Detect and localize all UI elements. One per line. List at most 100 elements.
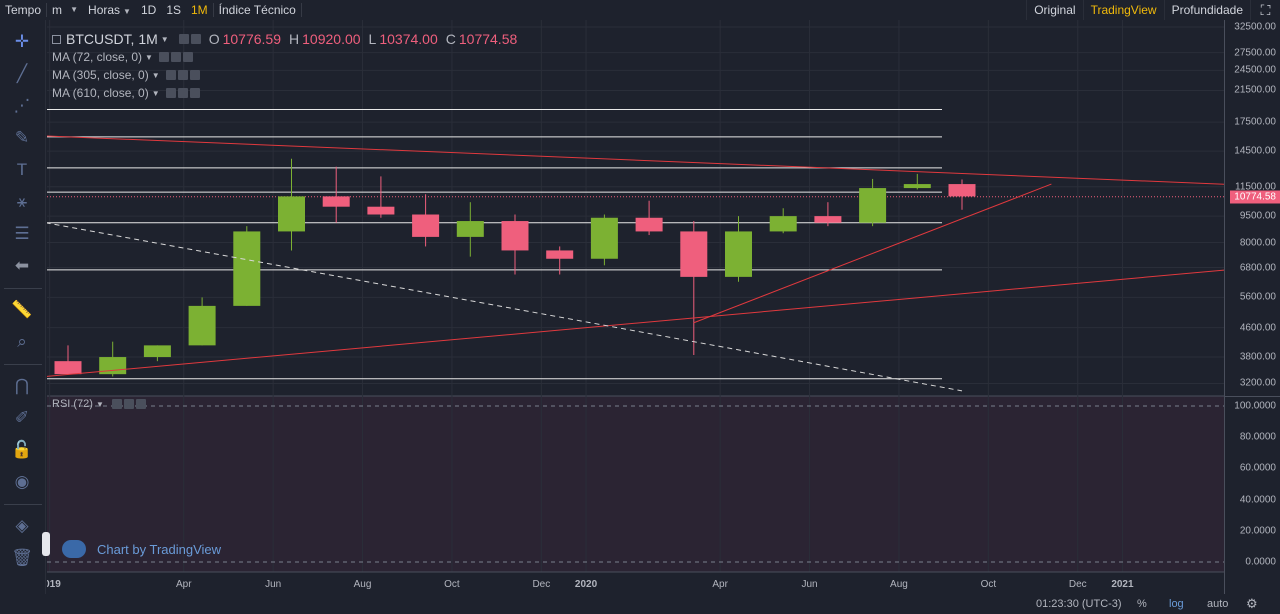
view-original-tab[interactable]: Original [1026,0,1082,20]
price-scale[interactable]: 32500.00 27500.00 24500.00 21500.00 17500.00… [1224,20,1280,594]
close-icon[interactable] [189,70,200,80]
percent-scale-toggle[interactable]: % [1137,598,1147,610]
visibility-icon[interactable] [190,34,201,44]
ma-legend-row[interactable]: MA (72, close, 0) ▼ [52,48,517,66]
price-tick-label: 27500.00 [1234,47,1276,59]
rsi-pane-background [47,396,1224,572]
price-tick-label: 14500.00 [1234,145,1276,157]
ma-legend-row[interactable]: MA (305, close, 0) ▼ [52,66,517,84]
time-axis-label: Jun [265,579,281,590]
time-axis-label: Apr [176,579,192,590]
branding-text: Chart by TradingView [97,541,222,557]
log-scale-toggle[interactable]: log [1169,598,1184,610]
price-chart[interactable]: 2019 Apr Jun Aug Oct Dec 2020 Apr Jun Aug Oct Dec 20… [47,20,1224,614]
candle-body [233,231,261,306]
close-icon[interactable] [182,52,193,62]
interval-1s-button[interactable]: 1S [166,3,181,17]
settings-icon[interactable] [178,34,189,44]
red-trendline [693,183,1052,324]
status-bar: 01:23:30 (UTC-3) % log auto ⚙ [0,594,1280,614]
text-tool-icon[interactable]: T [16,160,28,179]
time-axis-label: 2020 [575,579,598,590]
auto-scale-toggle[interactable]: auto [1207,598,1229,610]
divider [4,288,42,289]
price-tick-label: 4600.00 [1239,322,1276,334]
visibility-icon[interactable] [177,70,188,80]
time-axis-label: Aug [890,579,908,590]
dashed-trendline [47,222,963,392]
red-trendline [47,135,1224,185]
chart-legend: BTCUSDT, 1M ▼ O 10776.59 H 10920.00 L 10374.… [52,30,517,102]
close-icon[interactable] [135,399,146,409]
brush-tool-icon[interactable]: ✎ [14,128,30,147]
crosshair-icon[interactable]: ✛ [14,32,30,51]
settings-icon[interactable]: ⚙ [1246,596,1258,611]
settings-icon[interactable] [165,88,176,98]
interval-1d-button[interactable]: 1D [140,3,157,17]
candle-body [501,221,529,251]
scale-divider [1225,396,1280,397]
prediction-tool-icon[interactable]: ☰ [14,224,30,243]
trash-icon[interactable]: 🗑 [11,548,33,567]
ma-legend-row[interactable]: MA (610, close, 0) ▼ [52,84,517,102]
back-arrow-icon[interactable]: ⬅ [14,256,30,275]
clock-display[interactable]: 01:23:30 (UTC-3) [1036,598,1122,610]
fib-tool-icon[interactable]: ⋰ [13,96,31,115]
low-label: L [368,31,377,47]
symbol-name[interactable]: BTCUSDT, 1M [66,31,158,47]
pattern-tool-icon[interactable]: ⚹ [16,192,28,211]
price-tick-label: 32500.00 [1234,21,1276,33]
lock-icon[interactable]: 🔓 [11,440,33,459]
rsi-tick-label: 100.0000 [1234,400,1276,412]
chevron-down-icon[interactable]: ▼ [95,399,104,409]
ruler-icon[interactable]: 📏 [11,300,33,319]
hours-select[interactable]: Horas ▼ [83,0,136,20]
magnet-icon[interactable]: ⋂ [15,376,29,395]
collapse-icon[interactable] [52,34,61,44]
candle-body [278,196,305,232]
rsi-legend[interactable]: RSI (72) ▼ [52,398,146,410]
panel-splitter-handle[interactable] [42,532,50,556]
candle-body [546,250,574,259]
current-price-label: 10774.58 [1230,190,1280,204]
trendline-tool-icon[interactable]: ╱ [16,64,28,83]
settings-icon[interactable] [165,70,176,80]
layers-icon[interactable]: ◈ [15,516,29,535]
visibility-icon[interactable] [170,52,181,62]
chevron-down-icon[interactable]: ▼ [145,52,153,62]
high-value: 10920.00 [302,31,361,47]
interval-1m-button[interactable]: 1M [191,3,208,17]
chevron-down-icon[interactable]: ▼ [151,88,160,98]
candle-body [143,345,171,358]
price-tick-label: 3200.00 [1239,377,1276,389]
settings-icon[interactable] [158,52,169,62]
view-switcher: Original TradingView Profundidade ⛶ [1026,0,1280,20]
visibility-icon[interactable] [123,399,134,409]
price-tick-label: 9500.00 [1239,210,1276,222]
view-tradingview-tab[interactable]: TradingView [1082,0,1164,20]
zoom-icon[interactable]: ⌕ [17,332,27,351]
divider [4,504,42,505]
view-depth-tab[interactable]: Profundidade [1163,0,1250,20]
divider [212,3,214,17]
fullscreen-button[interactable]: ⛶ [1250,0,1280,20]
stay-drawing-icon[interactable]: ✐ [14,408,30,427]
time-axis-label: 2019 [47,579,61,590]
tradingview-branding[interactable]: Chart by TradingView [62,540,221,558]
rsi-tick-label: 0.0000 [1245,556,1276,568]
rsi-tick-label: 60.0000 [1239,462,1276,474]
chart-area[interactable]: 2019 Apr Jun Aug Oct Dec 2020 Apr Jun Aug Oct Dec 20… [47,20,1224,614]
time-axis-label: Dec [532,579,550,590]
chevron-down-icon[interactable]: ▼ [151,70,160,80]
close-icon[interactable] [189,88,200,98]
interval-unit-select[interactable]: m ▼ [47,0,83,20]
visibility-icon[interactable] [177,88,188,98]
candle-body [903,184,931,189]
price-tick-label: 11500.00 [1235,181,1276,193]
chevron-down-icon[interactable]: ▼ [160,34,169,44]
candle-body [814,216,842,223]
open-label: O [208,31,220,47]
technical-indicators-button[interactable]: Índice Técnico [218,3,296,17]
eye-icon[interactable]: ◉ [14,472,30,491]
settings-icon[interactable] [111,399,122,409]
